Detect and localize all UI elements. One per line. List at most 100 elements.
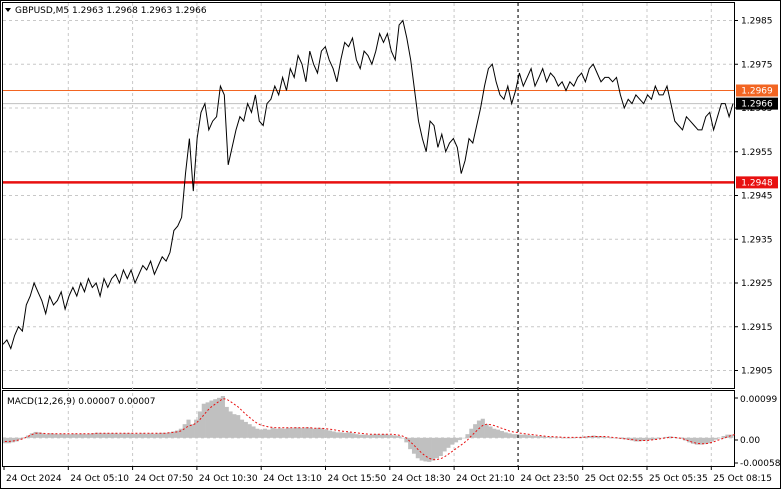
macd-bar bbox=[45, 434, 50, 438]
macd-bar bbox=[178, 428, 183, 438]
macd-bar bbox=[488, 426, 493, 438]
price-tick-label: 1.2905 bbox=[741, 367, 773, 377]
macd-bar bbox=[129, 433, 134, 438]
macd-bar bbox=[220, 396, 225, 438]
macd-bar bbox=[453, 437, 459, 443]
macd-bar bbox=[251, 426, 256, 438]
macd-bar bbox=[60, 433, 65, 438]
macd-bar bbox=[664, 436, 669, 438]
macd-bar bbox=[603, 436, 608, 438]
macd-bar bbox=[706, 437, 711, 444]
macd-bar bbox=[64, 434, 69, 438]
macd-bar bbox=[606, 437, 611, 438]
macd-bar bbox=[331, 431, 336, 438]
macd-bar bbox=[90, 433, 96, 438]
macd-bar bbox=[591, 435, 596, 438]
macd-bar bbox=[350, 433, 355, 438]
macd-bar bbox=[431, 437, 436, 461]
macd-bar bbox=[217, 397, 222, 438]
time-axis: 24 Oct 2024 24 Oct 05:10 24 Oct 07:50 24 Oc… bbox=[3, 466, 772, 484]
price-tick-label: 1.2935 bbox=[741, 235, 773, 245]
macd-bar bbox=[304, 427, 310, 438]
macd-bar bbox=[553, 437, 558, 438]
macd-bar bbox=[358, 434, 363, 438]
macd-bar bbox=[52, 433, 57, 438]
macd-bar bbox=[457, 437, 462, 441]
macd-bar bbox=[262, 428, 268, 438]
macd-bar bbox=[645, 437, 650, 441]
macd-bar bbox=[282, 428, 287, 438]
macd-bar bbox=[148, 433, 153, 438]
macd-bar bbox=[572, 437, 577, 438]
macd-bar bbox=[18, 437, 23, 440]
triangle-down-icon[interactable] bbox=[5, 8, 11, 12]
macd-bar bbox=[392, 435, 397, 438]
price-tick-label: 1.2925 bbox=[741, 279, 773, 289]
macd-bar bbox=[136, 433, 141, 438]
macd-bar bbox=[10, 437, 15, 443]
macd-bar bbox=[583, 436, 589, 438]
macd-bar bbox=[729, 434, 734, 438]
macd-bar bbox=[587, 436, 592, 438]
macd-bar bbox=[561, 437, 566, 439]
vertical-grid bbox=[67, 3, 712, 466]
macd-bar bbox=[522, 434, 527, 438]
price-tick-label: 1.2945 bbox=[741, 192, 773, 202]
macd-bar bbox=[415, 437, 420, 459]
macd-bar bbox=[224, 406, 229, 438]
macd-bar bbox=[668, 436, 673, 438]
macd-bar bbox=[293, 427, 298, 438]
time-tick-label: 24 Oct 23:50 bbox=[520, 474, 579, 484]
macd-bar bbox=[721, 436, 726, 438]
macd-bar bbox=[675, 437, 680, 439]
macd-bar bbox=[117, 433, 122, 438]
macd-bar bbox=[308, 427, 313, 438]
macd-bar bbox=[94, 432, 99, 438]
time-tick-label: 25 Oct 02:55 bbox=[585, 474, 644, 484]
macd-bar bbox=[132, 433, 138, 438]
current-price-text: 1.2966 bbox=[741, 100, 773, 110]
current-price-tag: 1.2966 bbox=[736, 97, 778, 110]
macd-bar bbox=[568, 437, 573, 439]
level-tag-1-2969: 1.2969 bbox=[736, 84, 778, 97]
macd-bar bbox=[557, 437, 562, 438]
macd-bar bbox=[29, 433, 34, 438]
macd-bar bbox=[545, 436, 550, 438]
macd-bar bbox=[79, 433, 84, 438]
macd-bar bbox=[87, 433, 92, 438]
macd-bar bbox=[155, 433, 160, 438]
time-tick-label: 25 Oct 05:35 bbox=[649, 474, 708, 484]
macd-bar bbox=[3, 437, 8, 444]
macd-bar bbox=[194, 419, 199, 438]
macd-bar bbox=[530, 435, 535, 438]
macd-bar bbox=[301, 428, 306, 438]
macd-bar bbox=[174, 430, 180, 438]
price-line bbox=[2, 19, 734, 351]
macd-bar bbox=[396, 436, 401, 438]
macd-bar bbox=[480, 418, 485, 438]
macd-bar bbox=[270, 427, 275, 438]
macd-bar bbox=[404, 437, 409, 443]
macd-bar bbox=[339, 432, 344, 438]
macd-bar bbox=[442, 437, 447, 452]
macd-tick-top: 0.00099 bbox=[740, 395, 777, 405]
macd-bar bbox=[106, 433, 111, 438]
macd-bar bbox=[327, 430, 332, 438]
macd-bar bbox=[236, 415, 241, 438]
macd-bar bbox=[595, 436, 600, 438]
macd-bar bbox=[373, 434, 378, 438]
macd-bar bbox=[48, 433, 53, 438]
macd-bar bbox=[610, 437, 615, 439]
macd-bar bbox=[461, 437, 466, 439]
macd-bar bbox=[637, 437, 642, 442]
macd-bar bbox=[354, 434, 359, 438]
macd-bar bbox=[159, 432, 164, 438]
macd-bar bbox=[465, 434, 470, 438]
price-tick-label: 1.2985 bbox=[741, 17, 773, 27]
macd-bar bbox=[140, 433, 145, 438]
macd-bar bbox=[125, 433, 130, 438]
macd-plot-area[interactable] bbox=[2, 390, 735, 467]
macd-bar bbox=[335, 432, 340, 438]
